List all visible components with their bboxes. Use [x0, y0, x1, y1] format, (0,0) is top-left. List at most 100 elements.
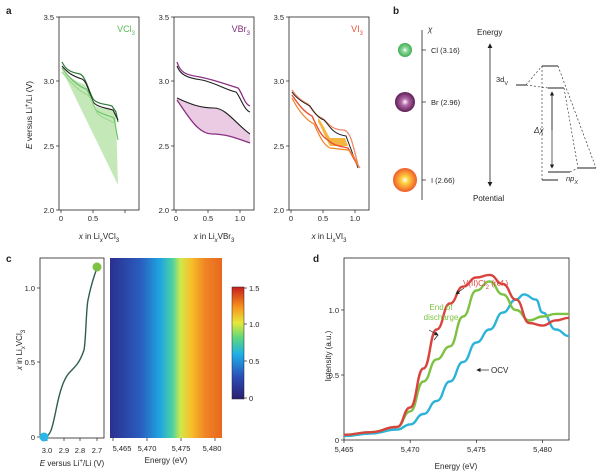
y-tick-label: 0	[31, 433, 35, 442]
x-tick-label: 0.5	[318, 214, 328, 223]
title-vbr3: VBr3	[232, 24, 251, 37]
panel-label-b: b	[393, 6, 399, 17]
halogen-label-cl: Cl (3.16)	[431, 46, 460, 55]
x-tick-label: 2.8	[75, 446, 85, 455]
d-level-label: 3dV	[496, 75, 508, 87]
heatmap	[110, 258, 222, 438]
delta-chi-label: Δχ	[533, 126, 544, 135]
y-tick-label: 3.5	[159, 13, 169, 22]
x-tick-label: 0.5	[203, 214, 213, 223]
heatmap-xlabel: Energy (eV)	[145, 456, 188, 465]
panel-c-ylabel: x in LixVCl3	[15, 329, 27, 371]
y-tick-label: 3.0	[44, 77, 54, 86]
y-tick-label: 2.0	[159, 206, 169, 215]
y-tick-label: 2.0	[44, 206, 54, 215]
eod-arrow-left	[433, 334, 439, 341]
colorbar-tick: 0.5	[249, 357, 259, 366]
x-ticks: 5,465 5,470 5,475 5,480	[335, 440, 552, 454]
x-axis-label: x in LixVI3	[311, 232, 347, 244]
panel-d-ylabel: Intensity (a.u.)	[324, 330, 333, 381]
x-tick-label: 5,475	[172, 444, 191, 453]
annotation-ref: V(II)Cl2 (ref.)	[463, 279, 508, 291]
x-axis-label: Energy (eV)	[435, 462, 478, 471]
x-axis-label: x in LixVBr3	[193, 232, 235, 244]
x-tick-label: 0	[174, 214, 178, 223]
annotation-ocv: OCV	[491, 366, 509, 375]
ref-arrow	[455, 287, 465, 295]
end-marker	[92, 262, 102, 272]
series-line-v-ii-cl2-ref	[343, 273, 570, 436]
curves-vbr3	[176, 61, 251, 144]
x-tick-label: 0	[289, 214, 293, 223]
subplot-vcl3: 3.5 3.0 2.5 2.0 0 0.5 VCl3 x in LixVCl3	[44, 13, 140, 244]
y-ticks: 3.5 3.0 2.5 2.0	[44, 13, 59, 215]
cl-atom-icon	[398, 43, 412, 57]
x-tick-label: 5,470	[138, 444, 157, 453]
subplot-vbr3: 3.5 3.0 2.5 2.0 0 0.5 1.0 VBr3 x in LixV…	[159, 13, 255, 244]
x-tick-label: 2.7	[92, 446, 102, 455]
halogen-label-br: Br (2.96)	[431, 98, 461, 107]
chi-label: χ	[427, 25, 433, 34]
eod-arrow	[428, 329, 439, 336]
subplot-vi3: 3.5 3.0 2.5 2.0 0 0.5 1.0 VI3 x in LixVI…	[274, 13, 370, 244]
colorbar-tick: 0	[249, 394, 253, 403]
panel-d: d Intensity (a.u.) 00.51.0 5,465 5,470 5,4…	[313, 254, 570, 471]
x-tick-label: 1.0	[350, 214, 360, 223]
y-tick-label: 1.0	[25, 284, 35, 293]
spectra	[343, 273, 570, 438]
y-tick-label: 0	[335, 436, 339, 445]
y-tick-label: 3.5	[44, 13, 54, 22]
annotation-eod-2: discharge	[424, 313, 459, 322]
energy-label: Energy	[477, 28, 502, 37]
title-vi3: VI3	[351, 24, 364, 37]
i-atom-icon	[393, 168, 417, 192]
x-tick-label: 5,475	[467, 445, 486, 454]
y-tick-label: 2.0	[274, 206, 284, 215]
y-tick-label: 1.0	[329, 306, 339, 315]
x-tick-label: 2.9	[59, 446, 69, 455]
colorbar-tick: 1.0	[249, 320, 259, 329]
panel-b: b χ Cl (3.16) Br (2.96) I (2.66) Energy …	[393, 6, 597, 203]
panel-a-ylabel: E versus Li+/Li (V)	[24, 81, 34, 149]
panel-label-c: c	[6, 254, 12, 265]
p-level-label: npX	[566, 174, 578, 186]
x-axis-label: x in LixVCl3	[78, 232, 120, 244]
y-tick-label: 0.5	[25, 358, 35, 367]
panel-label-d: d	[313, 254, 319, 265]
y-tick-label: 2.5	[44, 142, 54, 151]
panel-c: c x in LixVCl3 0 0.5 1.0 3.0 2.9 2.8 2.7…	[6, 254, 259, 468]
curves-vcl3	[61, 61, 119, 185]
x-tick-label: 5,480	[203, 444, 222, 453]
x-tick-label: 5,465	[113, 444, 132, 453]
curves-vi3	[291, 89, 361, 169]
colorbar	[231, 286, 245, 400]
halogen-label-i: I (2.66)	[431, 176, 455, 185]
br-atom-icon	[395, 92, 415, 112]
discharge-curve	[43, 267, 98, 438]
y-tick-label: 0.5	[329, 371, 339, 380]
x-tick-label: 5,470	[401, 445, 420, 454]
y-ticks: 0 0.5 1.0	[329, 306, 344, 445]
x-tick-label: 1.0	[235, 214, 245, 223]
start-marker	[39, 432, 49, 442]
y-tick-label: 3.0	[159, 77, 169, 86]
x-tick-label: 3.0	[42, 446, 52, 455]
colorbar-tick: 1.5	[249, 284, 259, 293]
panel-label-a: a	[6, 6, 12, 17]
x-tick-label: 5,465	[335, 445, 354, 454]
energy-level-diagram	[525, 65, 597, 181]
x-axis-label: E versus Li+/Li (V)	[40, 459, 105, 468]
annotation-eod-1: End of	[429, 303, 453, 312]
y-tick-label: 2.5	[159, 142, 169, 151]
y-tick-label: 2.5	[274, 142, 284, 151]
y-tick-label: 3.0	[274, 77, 284, 86]
x-tick-label: 0.5	[88, 214, 98, 223]
series-line-end-of-discharge	[343, 280, 569, 436]
x-tick-label: 5,480	[533, 445, 552, 454]
title-vcl3: VCl3	[117, 24, 136, 37]
y-tick-label: 3.5	[274, 13, 284, 22]
x-tick-label: 0	[59, 214, 63, 223]
potential-label: Potential	[473, 194, 504, 203]
series-line-ocv	[343, 293, 570, 438]
